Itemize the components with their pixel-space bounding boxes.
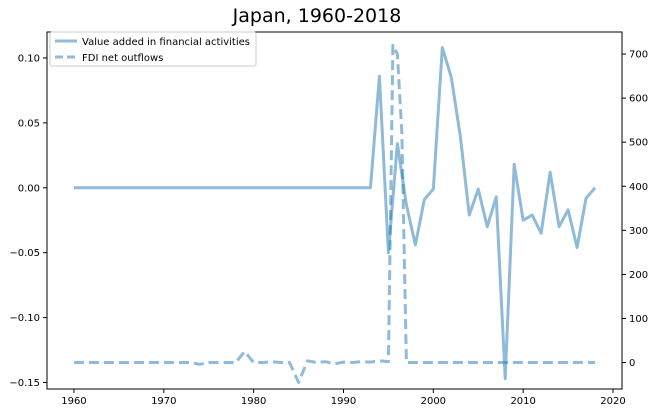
x-tick-label: 1960 [61,396,86,407]
y-left-tick-label: 0.05 [18,118,40,129]
x-tick-label: 1970 [151,396,176,407]
legend-label-value-added: Value added in financial activities [82,37,250,48]
y-right-tick-label: 100 [629,314,648,325]
y-right-tick-label: 600 [629,94,648,105]
axes-frame [46,31,623,390]
x-tick-label: 2000 [421,396,446,407]
axes: 1960 1970 1980 1990 2000 2010 20200.100.050.00… [9,31,648,407]
x-tick-label: 1990 [331,396,356,407]
series-line-value-added [73,46,597,381]
y-left-tick-label: 0.10 [18,53,40,64]
y-right-tick-label: 300 [629,226,648,237]
y-left-tick-label: −0.15 [9,378,40,389]
x-tick-label: 1980 [241,396,266,407]
x-tick-label: 2020 [600,396,625,407]
y-left-tick-label: −0.05 [9,248,40,259]
y-right-tick-label: 700 [629,50,648,61]
x-tick-label: 2010 [510,396,535,407]
y-right-tick-label: 0 [629,358,635,369]
series-line-fdi-net-outflows [73,43,596,384]
legend-label-fdi: FDI net outflows [82,53,163,64]
y-right-tick-label: 500 [629,138,648,149]
chart-title: Japan, 1960-2018 [232,5,402,27]
legend-box [49,31,257,67]
y-right-tick-label: 400 [629,182,648,193]
y-left-tick-label: 0.00 [18,183,40,194]
y-right-tick-label: 200 [629,270,648,281]
legend: Value added in financial activities FDI … [49,31,257,67]
plot-area [73,43,597,384]
y-left-tick-label: −0.10 [9,313,40,324]
